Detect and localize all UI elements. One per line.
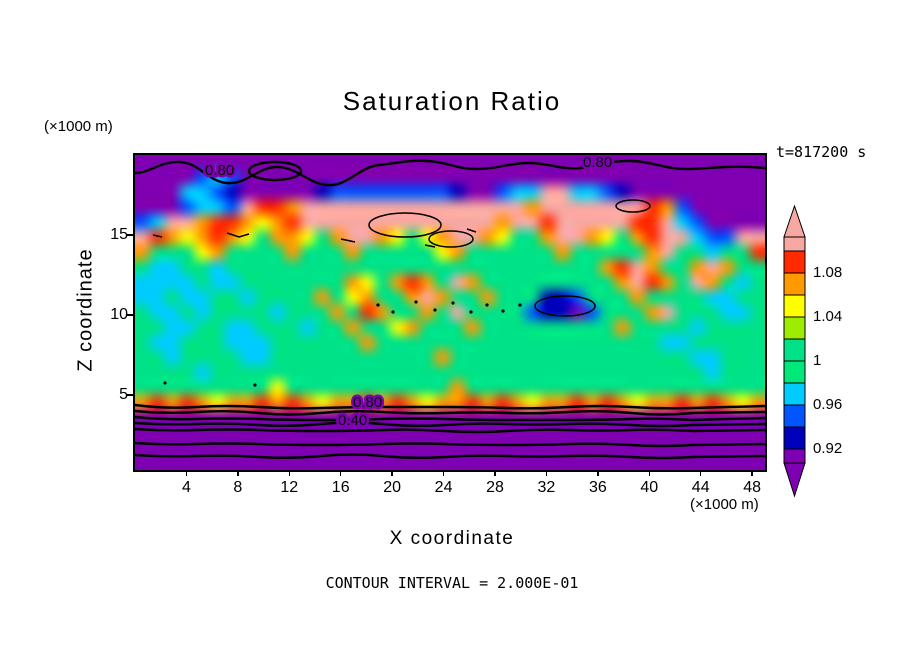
x-tick-mark bbox=[442, 470, 445, 476]
colorbar-segment-red bbox=[783, 250, 806, 274]
y-tick-label: 10 bbox=[110, 306, 128, 323]
x-tick-label: 32 bbox=[537, 479, 556, 496]
page-title: Saturation Ratio bbox=[342, 86, 562, 116]
y-tick-mark bbox=[127, 314, 133, 316]
x-tick-label: 48 bbox=[743, 479, 762, 496]
y-tick-mark bbox=[127, 394, 133, 396]
x-tick-label: 40 bbox=[640, 479, 659, 496]
x-tick-mark bbox=[288, 470, 291, 476]
colorbar-segment-pink bbox=[783, 236, 806, 252]
colorbar-segment-orange bbox=[783, 272, 806, 296]
x-tick-label: 20 bbox=[383, 479, 402, 496]
colorbar-segment-navy bbox=[783, 426, 806, 450]
y-tick-mark bbox=[127, 234, 133, 236]
x-axis-label: X coordinate bbox=[389, 528, 515, 549]
colorbar-segment-purple bbox=[783, 448, 806, 464]
colorbar-segment-blue bbox=[783, 404, 806, 428]
contour-field-canvas bbox=[135, 155, 765, 470]
x-tick-mark bbox=[494, 470, 496, 476]
colorbar bbox=[783, 204, 807, 499]
x-tick-mark bbox=[237, 470, 239, 476]
y-tick-label: 15 bbox=[110, 226, 128, 243]
x-tick-label: 36 bbox=[588, 479, 607, 496]
x-tick-label: 4 bbox=[181, 479, 191, 496]
x-tick-label: 16 bbox=[331, 479, 350, 496]
colorbar-arrow-bottom bbox=[783, 462, 806, 498]
y-axis-label: Z coordinate bbox=[74, 248, 97, 372]
x-tick-mark bbox=[648, 470, 651, 476]
x-tick-mark bbox=[391, 470, 393, 476]
y-tick-label: 5 bbox=[119, 386, 128, 403]
colorbar-arrow-top bbox=[783, 204, 806, 238]
x-tick-mark bbox=[699, 470, 702, 476]
contour-interval-note: CONTOUR INTERVAL = 2.000E-01 bbox=[325, 574, 579, 592]
colorbar-label: 1.08 bbox=[813, 264, 843, 281]
colorbar-label: 0.96 bbox=[813, 396, 843, 413]
colorbar-label: 1 bbox=[813, 352, 822, 369]
contour-plot: 0.80 0.80 0.80 0.40 bbox=[133, 153, 767, 472]
x-axis-unit: (×1000 m) bbox=[690, 496, 759, 513]
x-tick-label: 28 bbox=[486, 479, 504, 496]
colorbar-segment-yellow-green bbox=[783, 316, 806, 340]
y-axis-unit: (×1000 m) bbox=[44, 118, 113, 135]
timestamp: t=817200 s bbox=[776, 143, 867, 161]
x-tick-mark bbox=[597, 470, 599, 476]
x-tick-mark bbox=[185, 470, 188, 476]
colorbar-svg bbox=[783, 204, 806, 498]
x-tick-mark bbox=[751, 470, 753, 476]
x-tick-mark bbox=[545, 470, 548, 476]
x-tick-label: 24 bbox=[434, 479, 453, 496]
colorbar-label: 1.04 bbox=[813, 308, 843, 325]
colorbar-label: 0.92 bbox=[813, 440, 843, 457]
x-tick-label: 44 bbox=[691, 479, 710, 496]
colorbar-segment-green-2 bbox=[783, 360, 806, 384]
colorbar-segment-green bbox=[783, 338, 806, 362]
x-tick-label: 8 bbox=[233, 479, 243, 496]
x-tick-mark bbox=[339, 470, 342, 476]
x-tick-label: 12 bbox=[280, 479, 299, 496]
colorbar-segment-yellow bbox=[783, 294, 806, 318]
colorbar-segment-cyan bbox=[783, 382, 806, 406]
